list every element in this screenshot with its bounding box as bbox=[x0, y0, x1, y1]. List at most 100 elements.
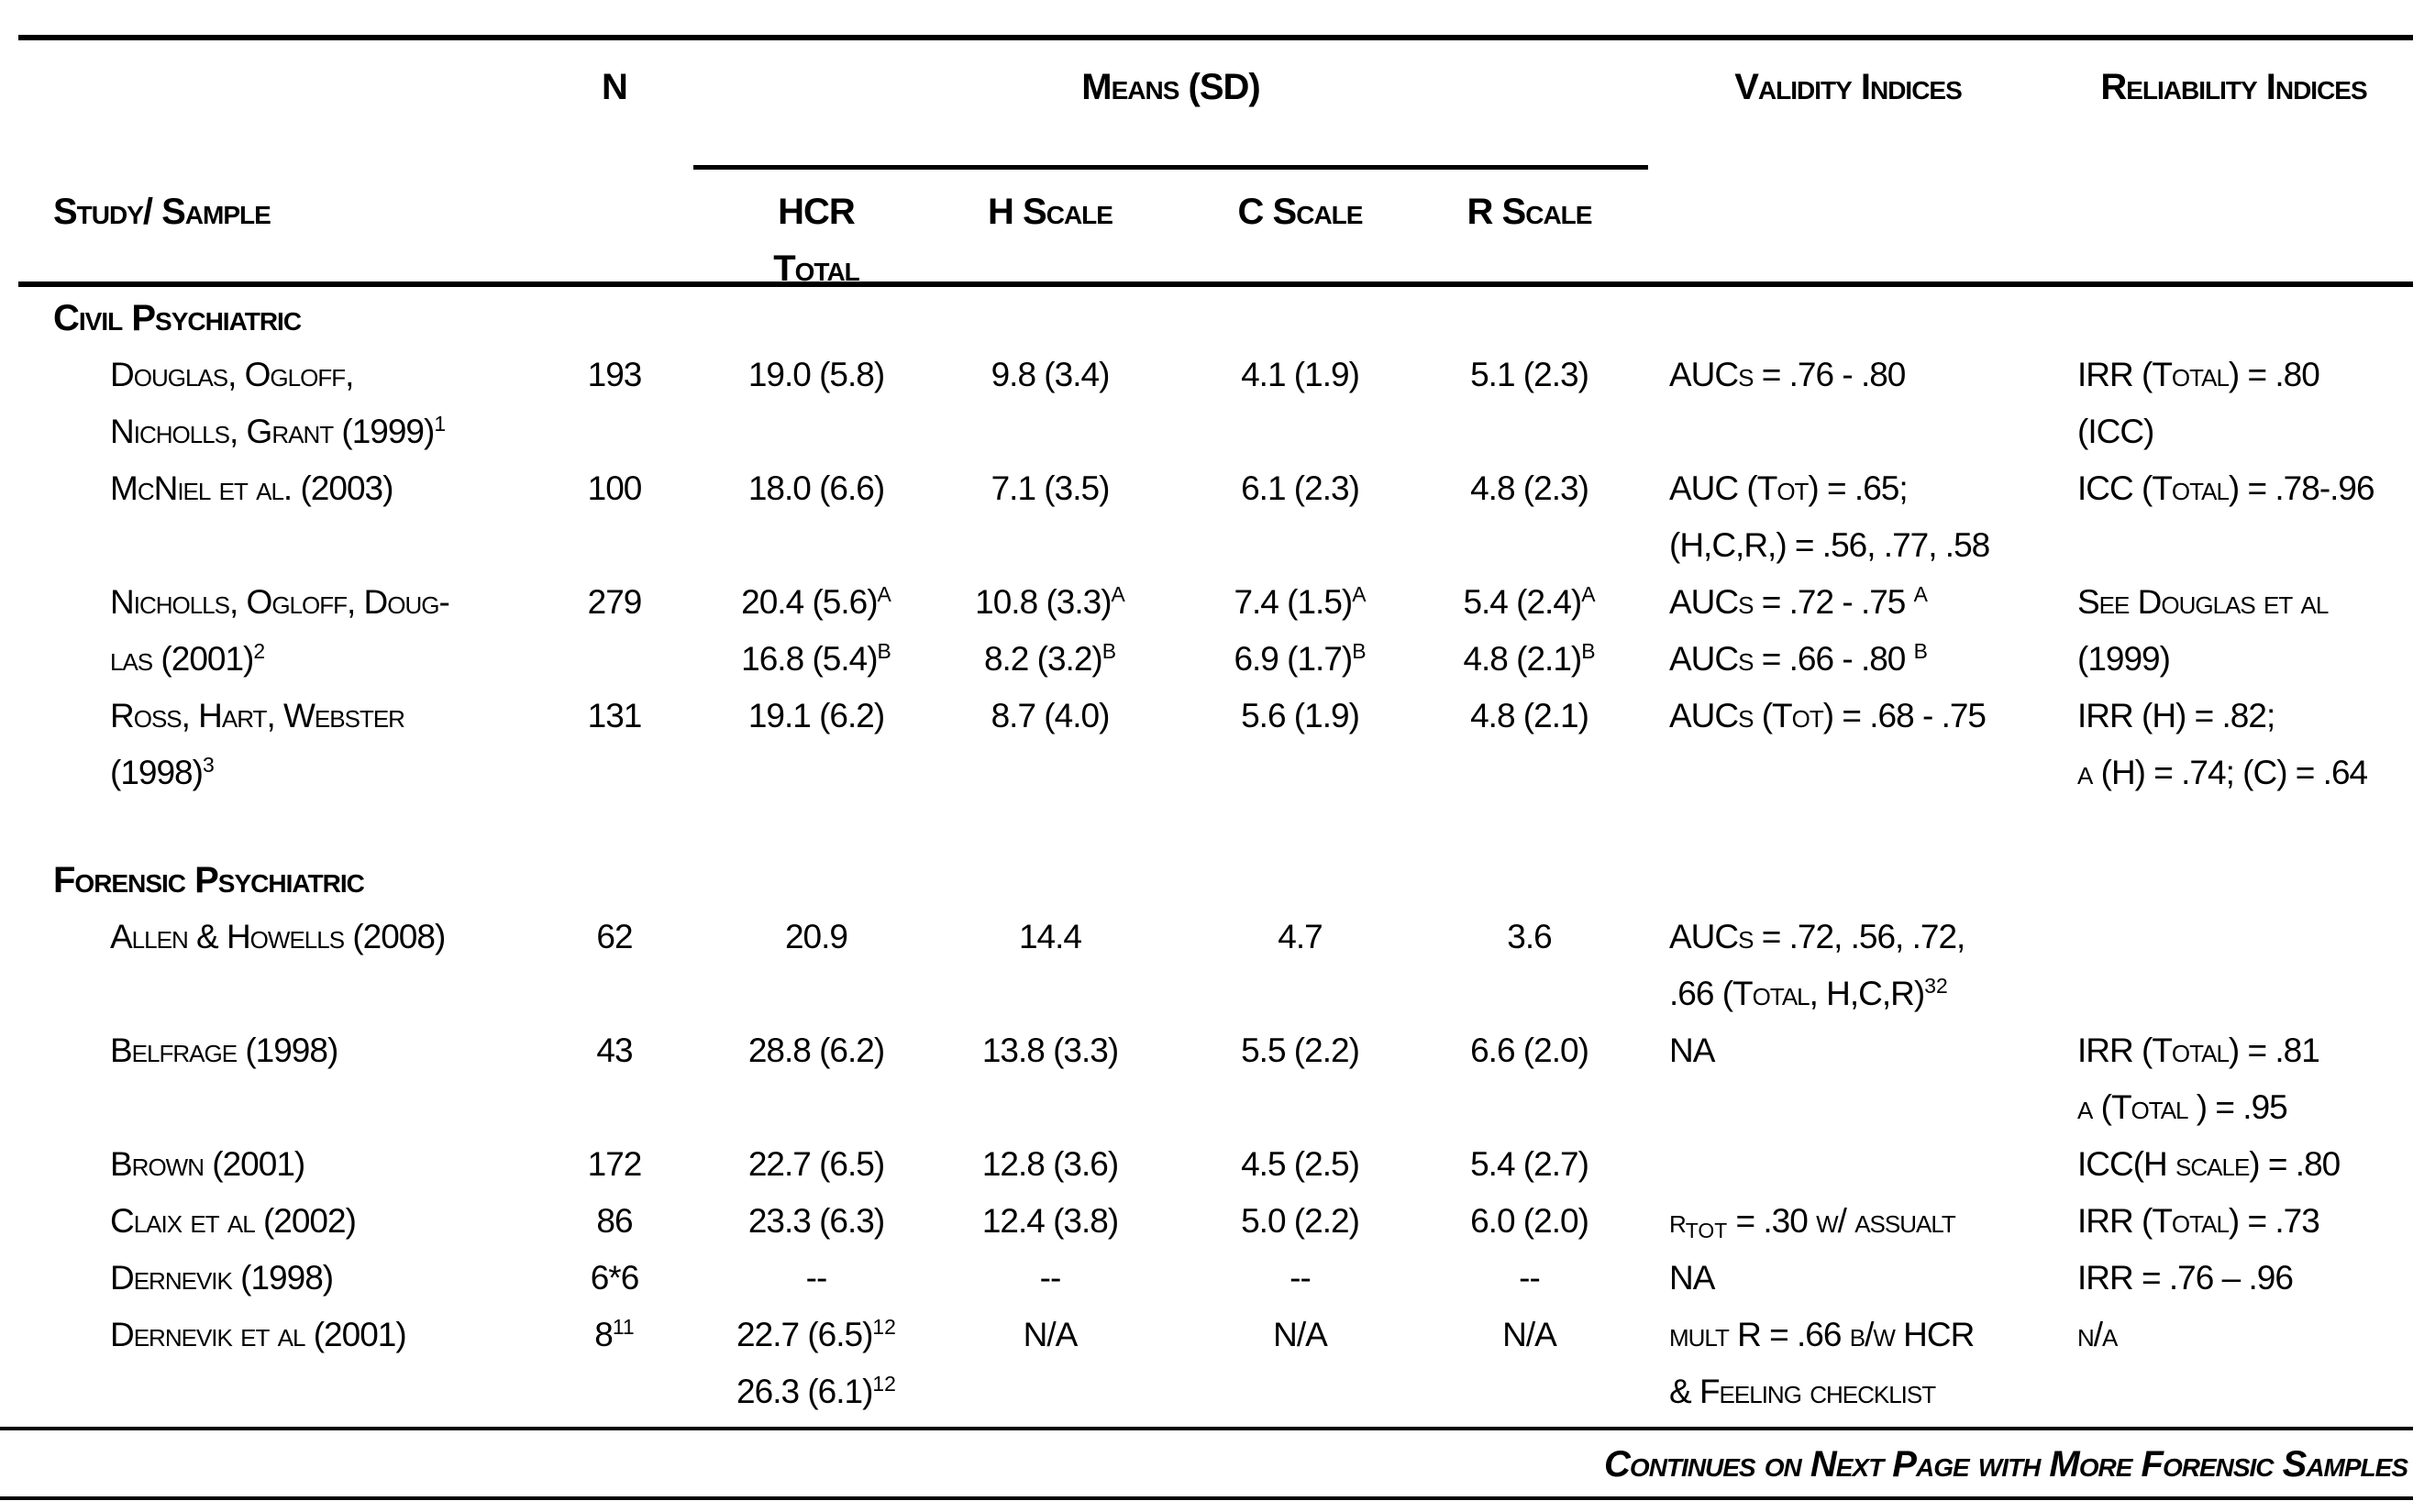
cell-line: 16.8 (5.4)B bbox=[741, 639, 891, 678]
column-header-c-scale: C Scale bbox=[1237, 192, 1364, 232]
cell-line: Douglas, Ogloff, bbox=[110, 356, 354, 393]
cell-line: 12.8 (3.6) bbox=[981, 1145, 1119, 1183]
cell-hcr: 19.0 (5.8) bbox=[715, 347, 917, 460]
cell-line: 193 bbox=[587, 356, 643, 393]
cell-line: -- bbox=[1039, 1259, 1062, 1297]
cell-c: 5.6 (1.9) bbox=[1183, 688, 1417, 801]
cell-line: 22.7 (6.5) bbox=[747, 1145, 885, 1183]
cell-line: 13.8 (3.3) bbox=[981, 1032, 1119, 1069]
cell-line: Dernevik (1998) bbox=[110, 1259, 334, 1297]
cell-line: 131 bbox=[587, 697, 643, 734]
cell-line: 12.4 (3.8) bbox=[981, 1202, 1119, 1240]
cell-line: 10.8 (3.3)A bbox=[975, 582, 1125, 621]
cell-r: 5.1 (2.3) bbox=[1417, 347, 1642, 460]
cell-line: 7.4 (1.5)A bbox=[1234, 582, 1367, 621]
cell-h: 12.8 (3.6) bbox=[917, 1136, 1183, 1193]
cell-line: 5.6 (1.9) bbox=[1241, 697, 1360, 734]
cell-line: 14.4 bbox=[1018, 918, 1082, 955]
cell-hcr: 22.7 (6.5)12 26.3 (6.1)12 bbox=[715, 1307, 917, 1420]
cell-c: 7.4 (1.5)A 6.9 (1.7)B bbox=[1183, 574, 1417, 688]
cell-line: Nicholls, Ogloff, Doug- bbox=[110, 583, 450, 621]
header-bottom-rule bbox=[18, 281, 2413, 287]
cell-line: 4.7 bbox=[1278, 918, 1323, 955]
table-row: Brown (2001) 172 22.7 (6.5) 12.8 (3.6) 4.5 (… bbox=[0, 1136, 2413, 1193]
section-row: Civil Psychiatric bbox=[0, 290, 2413, 347]
cell-n: 811 bbox=[514, 1307, 715, 1420]
cell-line: 4.5 (2.5) bbox=[1241, 1145, 1360, 1183]
top-rule bbox=[18, 35, 2413, 40]
column-header-hcr-total-line2: Total bbox=[773, 248, 860, 289]
table-row: Claix et al (2002) 86 23.3 (6.3) 12.4 (3.8)… bbox=[0, 1193, 2413, 1250]
cell-n: 279 bbox=[514, 574, 715, 688]
cell-line: -- bbox=[805, 1259, 828, 1297]
cell-validity: AUC (Tot) = .65; (H,C,R,) = .56, .77, .58 bbox=[1642, 460, 2054, 574]
cell-line: α (H) = .74; (C) = .64 bbox=[2077, 754, 2368, 791]
cell-line: 4.8 (2.1) bbox=[1470, 697, 1589, 734]
table-row: McNiel et al. (2003) 100 18.0 (6.6) 7.1 (3.… bbox=[0, 460, 2413, 574]
cell-line: N/A bbox=[1502, 1316, 1557, 1353]
cell-r: 4.8 (2.3) bbox=[1417, 460, 1642, 574]
cell-validity bbox=[1642, 1136, 2054, 1193]
cell-line: n/a bbox=[2077, 1316, 2118, 1353]
cell-validity: AUCs (Tot) = .68 - .75 bbox=[1642, 688, 2054, 801]
cell-line: 279 bbox=[587, 583, 643, 621]
cell-h: 8.7 (4.0) bbox=[917, 688, 1183, 801]
cell-line: AUCs = .66 - .80 B bbox=[1669, 639, 1928, 678]
cell-line: Brown (2001) bbox=[110, 1145, 305, 1183]
spacer-row bbox=[0, 801, 2413, 852]
cell-line: 6.1 (2.3) bbox=[1241, 469, 1360, 507]
continuation-note: Continues on Next Page with More Forensi… bbox=[1604, 1444, 2408, 1484]
cell-line: ICC (Total) = .78-.96 bbox=[2077, 469, 2375, 507]
cell-validity: NA bbox=[1642, 1022, 2054, 1136]
cell-line: las (2001)2 bbox=[110, 639, 266, 678]
cell-line: AUC (Tot) = .65; bbox=[1669, 469, 1909, 507]
cell-line: 100 bbox=[587, 469, 643, 507]
cell-line: 22.7 (6.5)12 bbox=[736, 1315, 896, 1353]
cell-line: IRR (Total) = .73 bbox=[2077, 1202, 2320, 1240]
cell-line: 18.0 (6.6) bbox=[747, 469, 885, 507]
cell-line: 86 bbox=[596, 1202, 633, 1240]
cell-reliability: See Douglas et al (1999) bbox=[2054, 574, 2413, 688]
cell-line: 26.3 (6.1)12 bbox=[736, 1372, 896, 1410]
cell-line: 43 bbox=[596, 1032, 633, 1069]
cell-line: AUCs = .76 - .80 bbox=[1669, 356, 1906, 393]
pre-footer-rule bbox=[0, 1427, 2413, 1430]
cell-line: 3.6 bbox=[1507, 918, 1552, 955]
cell-reliability bbox=[2054, 909, 2413, 1022]
cell-study: Dernevik (1998) bbox=[0, 1250, 514, 1307]
cell-c: -- bbox=[1183, 1250, 1417, 1307]
cell-study: Nicholls, Ogloff, Doug-las (2001)2 bbox=[0, 574, 514, 688]
cell-h: 12.4 (3.8) bbox=[917, 1193, 1183, 1250]
cell-r: 6.6 (2.0) bbox=[1417, 1022, 1642, 1136]
cell-h: -- bbox=[917, 1250, 1183, 1307]
column-header-study-sample: Study/ Sample bbox=[53, 192, 271, 232]
cell-line: 19.1 (6.2) bbox=[747, 697, 885, 734]
cell-line: Ross, Hart, Webster bbox=[110, 697, 405, 734]
spacer-cell bbox=[0, 801, 2413, 852]
cell-validity: NA bbox=[1642, 1250, 2054, 1307]
cell-line: & Feeling checklist bbox=[1669, 1373, 1936, 1410]
bottom-rule bbox=[0, 1496, 2413, 1500]
cell-line: Allen & Howells (2008) bbox=[110, 918, 446, 955]
cell-n: 86 bbox=[514, 1193, 715, 1250]
cell-n: 172 bbox=[514, 1136, 715, 1193]
cell-line: -- bbox=[1519, 1259, 1541, 1297]
column-header-h-scale: H Scale bbox=[988, 192, 1113, 232]
cell-line: AUCs (Tot) = .68 - .75 bbox=[1669, 697, 1987, 734]
cell-n: 193 bbox=[514, 347, 715, 460]
cell-c: 5.5 (2.2) bbox=[1183, 1022, 1417, 1136]
cell-line: 9.8 (3.4) bbox=[991, 356, 1111, 393]
cell-study: Brown (2001) bbox=[0, 1136, 514, 1193]
cell-h: N/A bbox=[917, 1307, 1183, 1420]
table-row: Douglas, Ogloff, Nicholls, Grant (1999)1 1… bbox=[0, 347, 2413, 460]
cell-r: 4.8 (2.1) bbox=[1417, 688, 1642, 801]
table-row: Belfrage (1998) 43 28.8 (6.2) 13.8 (3.3) 5.5… bbox=[0, 1022, 2413, 1136]
cell-validity: AUCs = .72, .56, .72, .66 (Total, H,C,R)3… bbox=[1642, 909, 2054, 1022]
cell-line: IRR = .76 – .96 bbox=[2077, 1259, 2294, 1297]
cell-validity: rTOT = .30 w/ assualt bbox=[1642, 1193, 2054, 1250]
cell-line: 6.9 (1.7)B bbox=[1234, 639, 1367, 678]
cell-line: AUCs = .72 - .75 A bbox=[1669, 582, 1928, 621]
cell-line: 6.0 (2.0) bbox=[1470, 1202, 1589, 1240]
cell-line: Belfrage (1998) bbox=[110, 1032, 338, 1069]
